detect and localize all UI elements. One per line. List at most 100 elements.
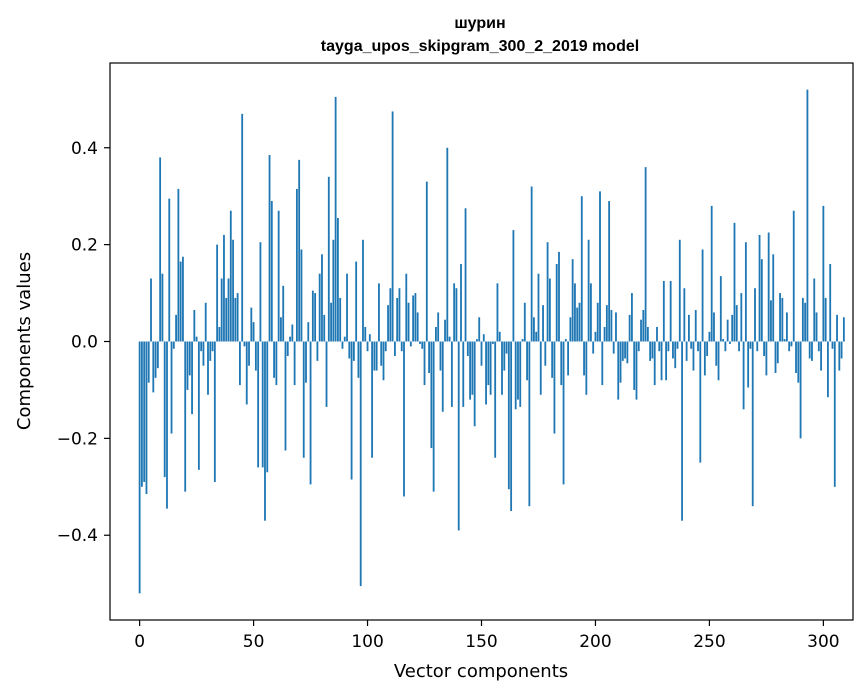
bar xyxy=(229,210,232,342)
bar xyxy=(505,341,508,354)
bar xyxy=(211,341,214,352)
bar xyxy=(428,341,430,373)
bar xyxy=(594,331,597,342)
bar xyxy=(195,336,198,342)
bar xyxy=(175,314,177,342)
bar xyxy=(264,341,266,521)
bar xyxy=(713,312,715,342)
bar xyxy=(619,341,622,383)
bar xyxy=(496,283,499,342)
bar xyxy=(152,341,155,393)
bar xyxy=(323,314,326,342)
chart-title-group: шурин tayga_upos_skipgram_300_2_2019 mod… xyxy=(321,15,639,55)
bar xyxy=(539,341,542,395)
bar xyxy=(282,285,285,342)
bar xyxy=(678,239,681,342)
chart-title: шурин xyxy=(454,15,505,32)
bar xyxy=(523,302,526,342)
bar xyxy=(289,336,291,342)
bar xyxy=(770,300,772,342)
bar xyxy=(817,341,820,352)
bar xyxy=(665,341,668,381)
bar xyxy=(708,331,711,342)
bar xyxy=(640,319,642,342)
bar xyxy=(838,341,841,371)
bar xyxy=(409,341,412,347)
bar xyxy=(738,341,740,352)
bar xyxy=(357,341,360,378)
bar xyxy=(571,259,574,342)
bar xyxy=(446,147,449,342)
bar xyxy=(163,341,166,478)
bar xyxy=(170,341,173,434)
bar xyxy=(785,312,788,342)
bar xyxy=(437,312,440,342)
bar xyxy=(243,341,246,347)
bar xyxy=(578,302,581,342)
x-axis-label: Vector components xyxy=(394,661,568,682)
bar xyxy=(266,341,269,473)
bar xyxy=(533,317,535,342)
bar xyxy=(161,273,164,342)
bar xyxy=(774,341,777,373)
bar xyxy=(284,341,287,451)
bar xyxy=(245,341,248,405)
bar xyxy=(624,341,626,359)
chart-subtitle: tayga_upos_skipgram_300_2_2019 model xyxy=(321,38,639,55)
bar xyxy=(514,341,517,410)
bar xyxy=(765,341,768,376)
bar xyxy=(653,341,656,386)
bar xyxy=(382,341,385,381)
bar xyxy=(642,310,645,342)
bar xyxy=(298,159,301,342)
bar xyxy=(811,341,813,361)
bar xyxy=(332,239,335,342)
bar xyxy=(776,341,779,364)
bar xyxy=(519,341,522,407)
bar xyxy=(733,222,736,342)
bar xyxy=(207,341,209,395)
bar xyxy=(396,297,399,342)
bar xyxy=(343,336,346,342)
bar xyxy=(466,341,469,357)
bar xyxy=(501,341,503,395)
bar xyxy=(423,341,426,386)
bar xyxy=(548,278,551,342)
y-tick-label: 0.2 xyxy=(71,236,98,256)
bar xyxy=(213,341,216,482)
bar xyxy=(232,239,234,342)
bar xyxy=(824,297,827,342)
bar xyxy=(681,341,683,521)
bar xyxy=(389,288,392,342)
bar xyxy=(339,297,342,342)
bar xyxy=(580,196,583,342)
bar xyxy=(763,341,766,357)
bar xyxy=(350,341,353,480)
bar xyxy=(585,341,588,395)
bar xyxy=(574,283,576,342)
bar xyxy=(225,297,228,342)
bar xyxy=(435,326,437,342)
bar xyxy=(352,341,355,361)
bar xyxy=(610,310,613,342)
bar xyxy=(701,249,704,342)
bar xyxy=(191,341,193,415)
bar xyxy=(450,341,453,407)
bar xyxy=(346,273,348,342)
bar xyxy=(517,341,519,400)
bar xyxy=(327,176,330,342)
bar xyxy=(820,341,822,371)
bar xyxy=(795,341,797,373)
bar xyxy=(197,341,200,470)
bar xyxy=(387,305,389,342)
bar xyxy=(305,341,307,383)
bar xyxy=(592,341,595,354)
bar xyxy=(485,341,487,405)
bar xyxy=(635,341,638,400)
bar xyxy=(560,341,563,386)
bar xyxy=(330,302,332,342)
bar xyxy=(469,341,472,400)
bar xyxy=(220,278,223,342)
bar xyxy=(403,341,405,497)
bar xyxy=(416,312,419,342)
